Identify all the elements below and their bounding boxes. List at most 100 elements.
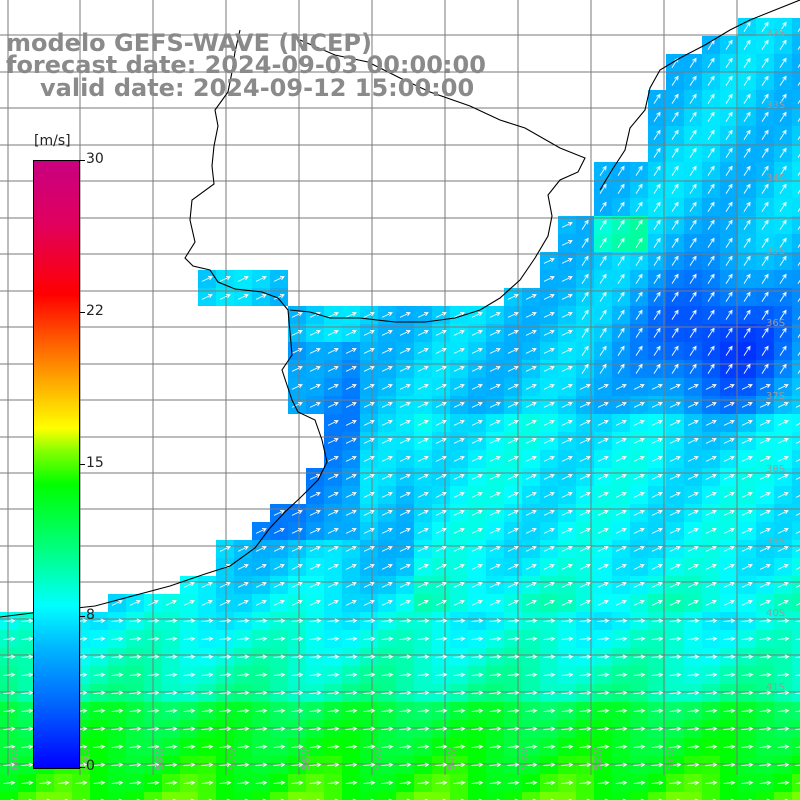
wind-arrow	[525, 599, 537, 606]
wind-arrow	[653, 327, 661, 338]
wind-arrow	[543, 618, 556, 624]
wind-arrow	[471, 672, 484, 678]
wind-arrow	[651, 636, 664, 642]
wind-arrow	[707, 57, 715, 68]
wind-arrow	[669, 401, 681, 408]
wind-arrow	[525, 401, 537, 408]
wind-arrow	[723, 690, 736, 696]
wind-arrow	[237, 726, 250, 732]
wind-arrow	[653, 93, 661, 104]
wind-arrow	[489, 509, 501, 516]
wind-arrow	[237, 599, 249, 606]
wind-arrow	[635, 363, 643, 374]
wind-arrow	[507, 654, 520, 660]
wind-arrow	[183, 780, 196, 786]
wind-arrow	[543, 780, 556, 786]
wind-arrow	[316, 798, 321, 800]
wind-speed-cell	[648, 792, 666, 800]
wind-arrow	[653, 165, 661, 176]
wind-arrow	[363, 365, 375, 372]
wind-arrow	[633, 672, 646, 678]
wind-arrow	[201, 780, 214, 786]
wind-arrow	[291, 636, 304, 642]
wind-arrow	[761, 21, 769, 32]
wind-arrow	[111, 599, 123, 606]
wind-arrow	[561, 257, 573, 264]
wind-arrow	[489, 708, 502, 714]
wind-arrow	[453, 545, 465, 552]
wind-arrow	[795, 458, 800, 462]
wind-arrow	[352, 798, 357, 800]
wind-arrow	[507, 437, 519, 444]
wind-arrow	[345, 726, 358, 732]
wind-arrow	[779, 345, 787, 356]
wind-speed-cell	[792, 54, 800, 72]
wind-arrow	[561, 365, 573, 372]
wind-arrow	[327, 473, 339, 480]
wind-arrow	[568, 798, 573, 800]
wind-arrow	[471, 311, 483, 318]
wind-arrow	[381, 762, 394, 768]
wind-arrow	[759, 545, 771, 552]
wind-arrow	[705, 654, 718, 660]
wind-arrow	[759, 491, 771, 498]
colorbar-tick	[79, 312, 85, 313]
wind-arrow	[671, 327, 679, 338]
wind-arrow	[779, 237, 787, 248]
wind-arrow	[779, 219, 787, 230]
wind-arrow	[525, 311, 537, 318]
wind-arrow	[453, 581, 465, 588]
wind-arrow	[723, 780, 736, 786]
wind-arrow	[471, 509, 483, 516]
wind-arrow	[543, 491, 555, 498]
wind-arrow	[669, 527, 681, 534]
wind-arrow	[21, 654, 34, 660]
wind-arrow	[507, 347, 519, 354]
wind-arrow	[725, 93, 733, 104]
wind-arrow	[689, 75, 697, 86]
wind-arrow	[327, 726, 340, 732]
wind-arrow	[633, 581, 645, 588]
wind-arrow	[615, 618, 628, 624]
wind-arrow	[653, 291, 661, 302]
wind-arrow	[219, 545, 231, 552]
wind-arrow	[237, 654, 250, 660]
wind-arrow	[345, 491, 357, 498]
wind-arrow	[489, 654, 502, 660]
wind-arrow	[561, 563, 573, 570]
wind-arrow	[165, 762, 178, 768]
wind-arrow	[723, 527, 735, 534]
wind-arrow	[579, 744, 592, 750]
wind-speed-cell	[792, 180, 800, 198]
wind-arrow	[723, 419, 735, 426]
wind-arrow	[615, 762, 628, 768]
wind-arrow	[93, 672, 106, 678]
wind-arrow	[10, 798, 15, 800]
wind-speed-cell	[792, 252, 800, 270]
wind-arrow	[417, 618, 430, 624]
wind-arrow	[689, 237, 697, 248]
wind-speed-cell	[360, 792, 378, 800]
wind-arrow	[507, 708, 520, 714]
wind-arrow	[28, 798, 33, 800]
wind-arrow	[633, 599, 645, 606]
wind-arrow	[705, 419, 717, 426]
wind-arrow	[543, 654, 556, 660]
wind-arrow	[363, 329, 375, 336]
wind-arrow	[635, 201, 643, 212]
wind-arrow	[525, 780, 538, 786]
wind-arrow	[671, 111, 679, 122]
wind-arrow	[581, 237, 589, 248]
wind-arrow	[743, 327, 751, 338]
wind-arrow	[707, 93, 715, 104]
wind-arrow	[93, 780, 106, 786]
wind-arrow	[237, 762, 250, 768]
wind-arrow	[525, 365, 537, 372]
wind-arrow	[381, 654, 394, 660]
wind-arrow	[635, 219, 643, 230]
wind-speed-cell	[162, 792, 180, 800]
wind-arrow	[183, 599, 195, 606]
wind-arrow	[507, 762, 520, 768]
wind-arrow	[689, 309, 697, 320]
wind-arrow	[345, 636, 358, 642]
